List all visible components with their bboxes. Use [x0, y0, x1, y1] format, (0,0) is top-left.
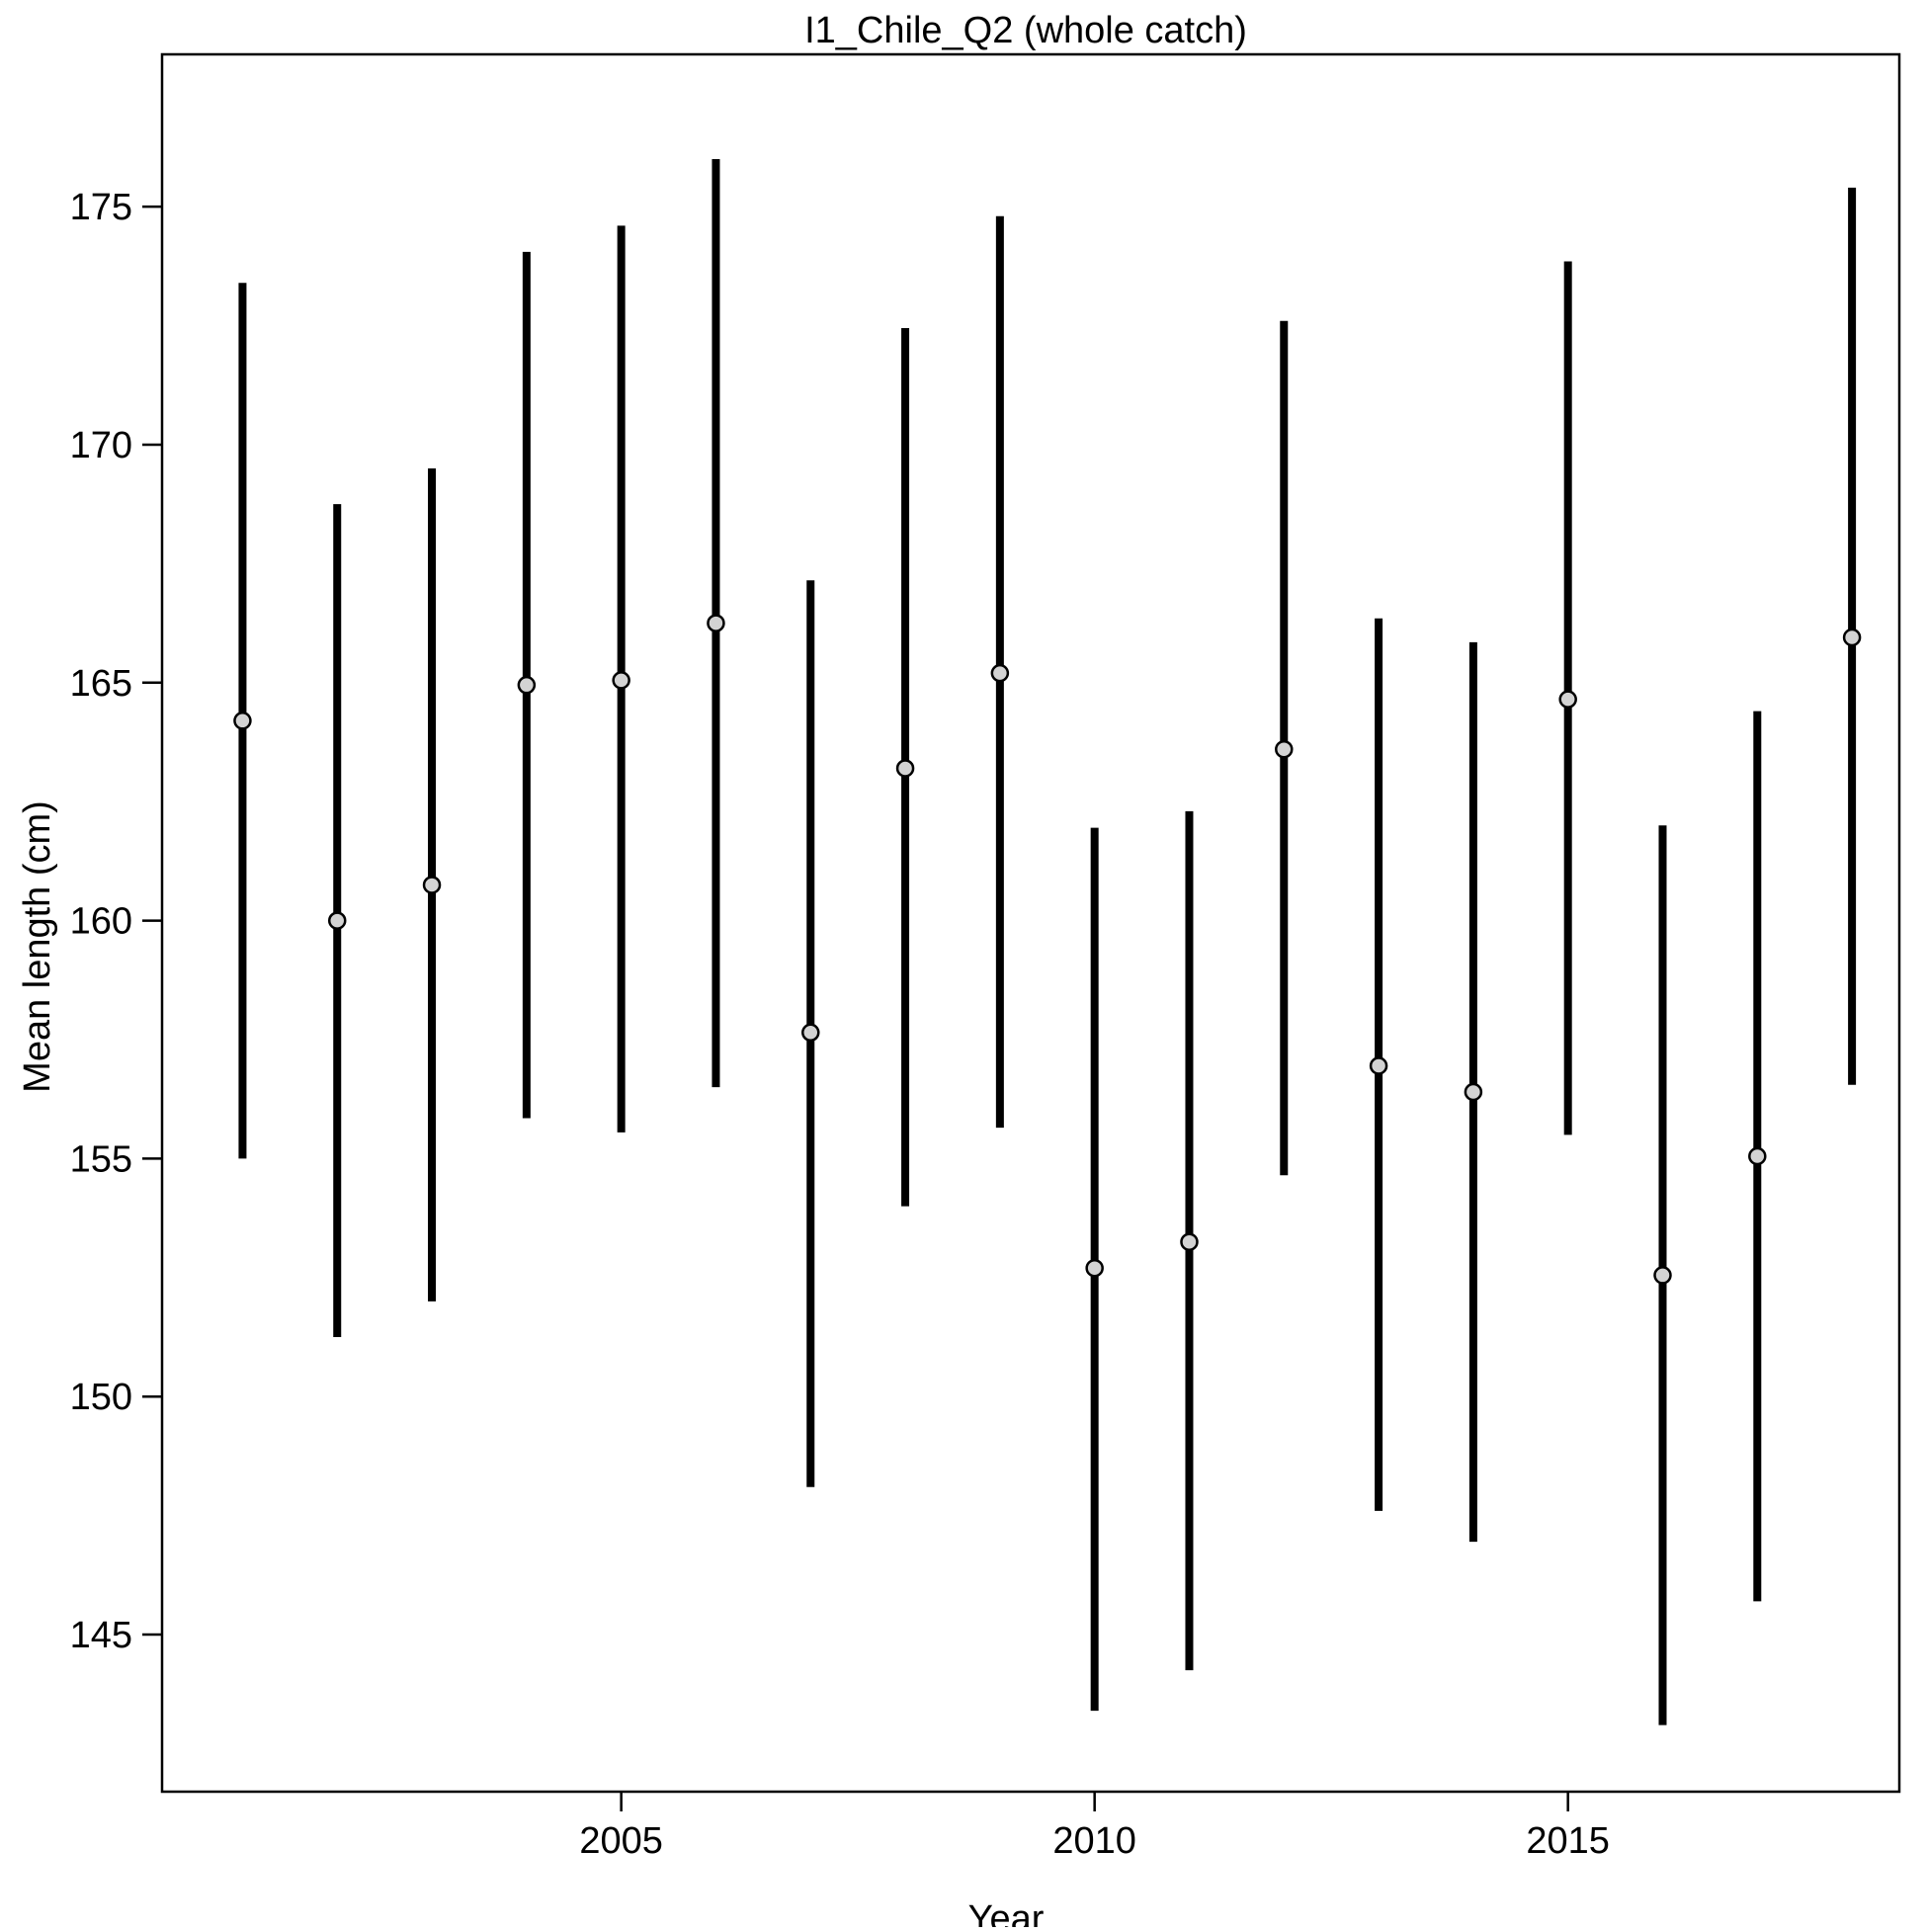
- x-tick-label: 2005: [579, 1820, 663, 1862]
- data-point: [1085, 1258, 1104, 1278]
- data-point: [1842, 628, 1862, 647]
- data-point: [1464, 1082, 1483, 1102]
- data-point: [612, 671, 630, 690]
- data-point: [1653, 1266, 1672, 1285]
- x-tick-label: 2015: [1526, 1820, 1610, 1862]
- data-point: [233, 712, 252, 730]
- x-axis-label: Year: [968, 1898, 1045, 1927]
- data-point: [1748, 1146, 1767, 1166]
- data-point: [1558, 690, 1577, 709]
- y-tick-label: 175: [70, 187, 132, 228]
- data-point: [801, 1023, 820, 1043]
- chart-title: I1_Chile_Q2 (whole catch): [804, 10, 1247, 51]
- data-point: [422, 876, 442, 894]
- data-point: [327, 911, 347, 930]
- x-tick-label: 2010: [1052, 1820, 1136, 1862]
- data-point: [517, 675, 537, 695]
- data-point: [1180, 1232, 1199, 1251]
- y-tick-label: 160: [70, 901, 132, 943]
- data-points: [233, 614, 1862, 1285]
- plot-frame: [160, 52, 1901, 1794]
- y-axis-label: Mean length (cm): [17, 800, 58, 1093]
- data-point: [1369, 1056, 1388, 1075]
- y-tick-label: 165: [70, 663, 132, 705]
- y-axis: 145 150 155 160 165 170 175: [70, 187, 162, 1656]
- y-tick-label: 170: [70, 425, 132, 466]
- data-point: [990, 663, 1010, 683]
- data-point: [1275, 739, 1294, 759]
- y-tick-label: 155: [70, 1138, 132, 1180]
- data-point: [707, 614, 725, 632]
- error-bars: [238, 158, 1857, 1725]
- y-tick-label: 150: [70, 1377, 132, 1418]
- x-axis: 2005 2010 2015: [579, 1792, 1610, 1862]
- y-tick-label: 145: [70, 1615, 132, 1656]
- data-point: [895, 759, 915, 778]
